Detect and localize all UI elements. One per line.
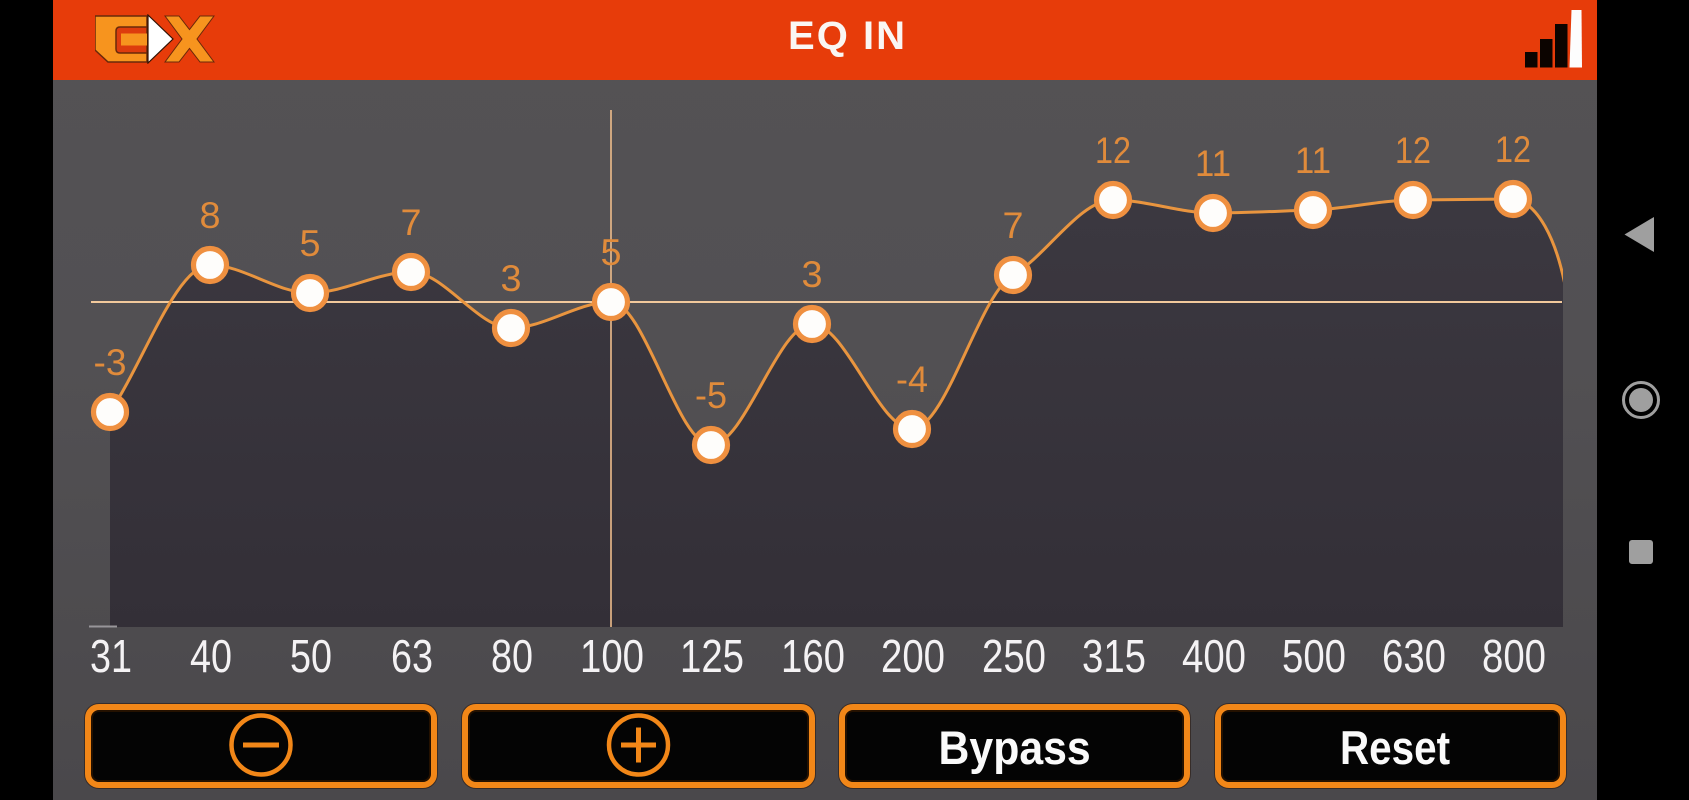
svg-text:7: 7 — [1003, 205, 1024, 246]
svg-text:5: 5 — [601, 232, 622, 273]
svg-text:3: 3 — [802, 254, 823, 295]
svg-text:11: 11 — [1195, 143, 1231, 184]
svg-text:-4: -4 — [896, 359, 928, 400]
svg-text:500: 500 — [1282, 630, 1346, 680]
svg-text:630: 630 — [1382, 630, 1446, 680]
svg-text:8: 8 — [200, 195, 221, 236]
svg-text:800: 800 — [1482, 630, 1546, 680]
svg-text:5: 5 — [300, 223, 321, 264]
svg-text:12: 12 — [1095, 130, 1131, 171]
svg-text:200: 200 — [881, 630, 945, 680]
svg-text:315: 315 — [1082, 630, 1146, 680]
svg-text:-3: -3 — [94, 342, 127, 383]
svg-text:-5: -5 — [695, 375, 727, 416]
svg-text:80: 80 — [491, 630, 533, 680]
svg-text:31: 31 — [90, 630, 132, 680]
svg-text:3: 3 — [501, 258, 522, 299]
svg-text:12: 12 — [1395, 130, 1431, 171]
svg-text:50: 50 — [290, 630, 332, 680]
svg-text:400: 400 — [1182, 630, 1246, 680]
svg-text:160: 160 — [781, 630, 845, 680]
svg-text:250: 250 — [982, 630, 1046, 680]
svg-text:40: 40 — [190, 630, 232, 680]
svg-text:125: 125 — [680, 630, 744, 680]
svg-text:11: 11 — [1295, 140, 1331, 181]
svg-text:63: 63 — [391, 630, 433, 680]
svg-text:12: 12 — [1495, 129, 1531, 170]
svg-text:7: 7 — [401, 202, 422, 243]
svg-text:100: 100 — [580, 630, 644, 680]
